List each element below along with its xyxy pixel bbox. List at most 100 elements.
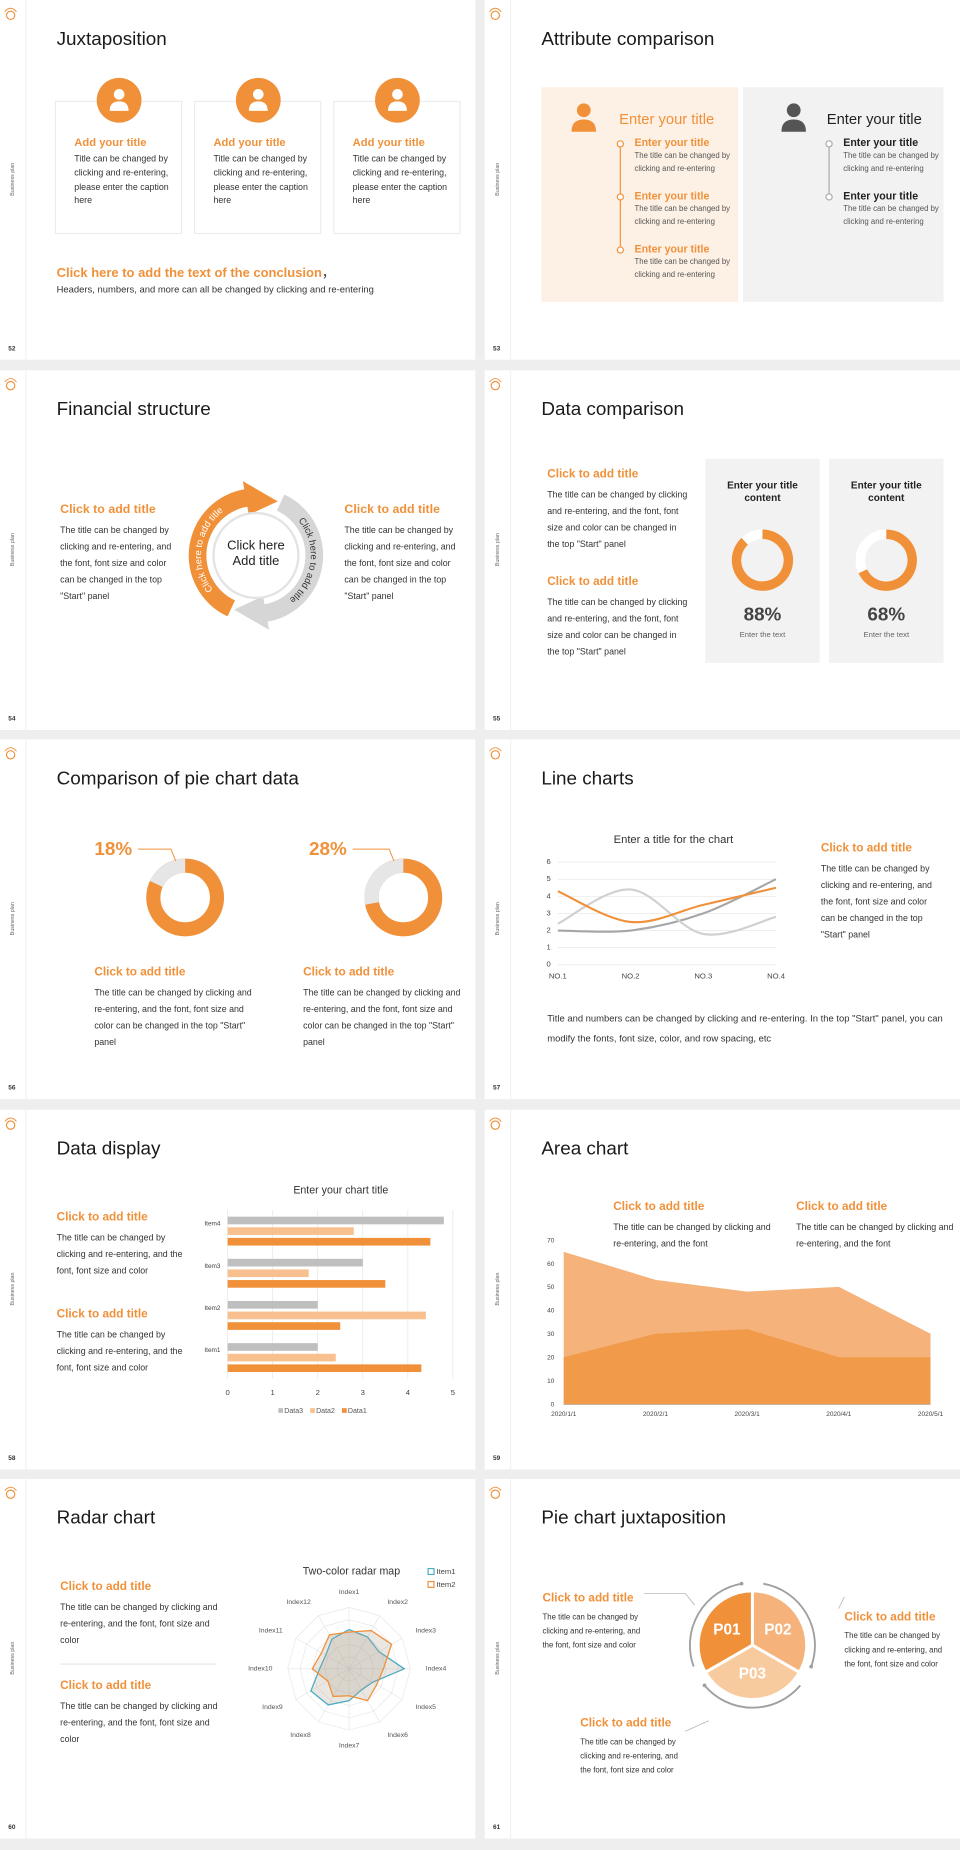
slide-title: Pie chart juxtaposition (541, 1508, 726, 1529)
connector (685, 1720, 709, 1732)
block-title: Click to add title (820, 842, 912, 856)
x-tick-label: 2020/3/1 (735, 1411, 761, 1418)
logo-mark (4, 7, 17, 13)
radar-spoke (318, 1668, 350, 1723)
y-tick-label: 60 (547, 1261, 555, 1268)
card-icon (96, 77, 142, 123)
category-label: Item3 (204, 1263, 221, 1270)
y-tick-label: 1 (546, 943, 550, 952)
card-caption: Enter the text (863, 630, 910, 640)
timeline-dot (616, 140, 624, 148)
side-label: Business plan (10, 1642, 16, 1675)
bar (227, 1364, 422, 1373)
page-number: 55 (493, 716, 501, 723)
page-number: 54 (8, 716, 16, 723)
arc-end (702, 1683, 707, 1688)
donut-value (364, 858, 404, 905)
line-series (557, 878, 777, 933)
y-tick-label: 3 (546, 908, 550, 917)
y-tick-label: 0 (546, 960, 550, 969)
y-tick-label: 50 (547, 1284, 555, 1291)
x-tick-label: 2020/4/1 (826, 1411, 852, 1418)
logo (5, 1489, 16, 1499)
radar-spoke (295, 1637, 350, 1670)
y-tick-label: 30 (547, 1331, 555, 1338)
bar (227, 1269, 309, 1278)
radar-spoke (295, 1668, 350, 1700)
card-title: Add your title (352, 136, 425, 150)
timeline-dot (616, 193, 624, 201)
area-edge (563, 1329, 931, 1359)
slide: Business plan 55 Data comparison Click to a… (484, 370, 960, 731)
page-number: 60 (8, 1824, 16, 1831)
card-title: Enter your title content (727, 478, 798, 504)
legend-label: Data1 (348, 1408, 367, 1415)
card (829, 458, 944, 663)
bar (227, 1280, 386, 1288)
item-title: Enter your title (843, 189, 919, 202)
item-title: Enter your title (634, 136, 710, 149)
y-tick-label: 2 (546, 926, 550, 935)
area-fill (563, 1329, 931, 1405)
outer-arc (689, 1582, 742, 1667)
timeline-dot (825, 193, 833, 201)
card-text: Title can be changed by clicking and re-… (74, 153, 169, 206)
area-edge (563, 1251, 931, 1335)
block-title: Click to add title (56, 1211, 148, 1225)
pie-segment (703, 1643, 802, 1701)
logo (5, 380, 16, 391)
bar (227, 1353, 336, 1362)
side-label: Business plan (495, 902, 501, 935)
segment-label: P02 (764, 1622, 791, 1639)
x-tick-label: NO.2 (622, 972, 640, 981)
logo (490, 1120, 501, 1130)
card (54, 100, 183, 235)
slide-graphics: Business plan 55 (489, 370, 944, 731)
block-text: The title can be changed by clicking and… (796, 1221, 954, 1249)
footer-text: Title and numbers can be changed by clic… (547, 1013, 943, 1044)
y-tick-label: 5 (546, 874, 550, 883)
side-label: Business plan (10, 902, 16, 935)
timeline-dot (825, 140, 833, 148)
outer-arc (703, 1684, 802, 1709)
radar-spoke (318, 1615, 350, 1669)
slide: Business plan 59 0 10 20 30 40 50 60 70 2020/1/1 20… (484, 1109, 960, 1470)
block-title: Click to add title (303, 965, 395, 979)
column-heading: Enter your title (619, 110, 715, 128)
legend-swatch (427, 1580, 435, 1589)
slide: Business plan 58 0 1 2 3 4 5 Item1 Item2 Item3 Item… (0, 1109, 476, 1470)
slide: Business plan 61 P01 P02 P03 Pie chart juxtap… (484, 1478, 960, 1839)
center-circle (212, 511, 300, 600)
page-number: 61 (493, 1824, 501, 1831)
slide: Business plan 52 Juxtaposition Add your tit… (0, 0, 476, 360)
person-icon-body (109, 101, 129, 111)
side-label: Business plan (10, 163, 16, 196)
line-series (557, 886, 777, 924)
donut-value (731, 529, 794, 591)
page-number: 57 (493, 1085, 501, 1092)
slide-title: Data display (56, 1139, 161, 1160)
x-tick-label: 2020/5/1 (918, 1411, 944, 1418)
bar (227, 1258, 363, 1267)
block-title: Click to add title (60, 1679, 152, 1693)
card-title: Enter your title content (850, 478, 922, 504)
x-tick-label: 2020/2/1 (643, 1411, 669, 1418)
conclusion-text: Headers, numbers, and more can all be ch… (56, 284, 374, 295)
block-text: The title can be changed by clicking and… (303, 987, 461, 1048)
item-text: The title can be changed by clicking and… (843, 205, 939, 226)
logo-mark (489, 7, 502, 13)
slide: Business plan 60 Index1 Index2 Index3 Index4 I… (0, 1478, 476, 1839)
block-title: Click to add title (344, 502, 441, 517)
item-title: Enter your title (634, 242, 710, 255)
donut-value (858, 529, 917, 591)
legend-label: Item2 (436, 1580, 455, 1589)
logo (5, 750, 16, 760)
x-tick-label: 2020/1/1 (551, 1411, 577, 1418)
block-title: Click to add title (56, 1307, 148, 1321)
block-title: Click to add title (796, 1200, 888, 1214)
y-tick-label: 40 (547, 1308, 555, 1315)
block-text: The title can be changed by clicking and… (60, 524, 172, 601)
bar (227, 1322, 341, 1330)
